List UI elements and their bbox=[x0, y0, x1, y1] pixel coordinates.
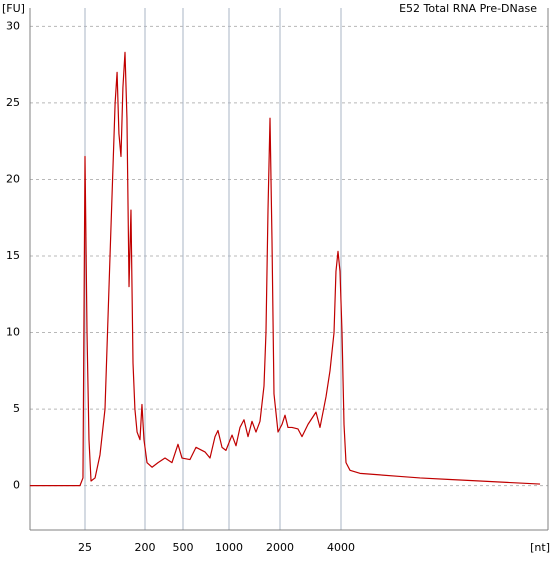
x-tick-label: 25 bbox=[78, 541, 92, 554]
x-tick-label: 500 bbox=[173, 541, 194, 554]
x-axis-label: [nt] bbox=[530, 541, 550, 554]
y-tick-label: 15 bbox=[6, 249, 20, 262]
chart-title: E52 Total RNA Pre-DNase bbox=[399, 2, 537, 15]
trace bbox=[29, 51, 541, 487]
y-tick-label: 25 bbox=[6, 96, 20, 109]
y-tick-label: 5 bbox=[13, 402, 20, 415]
y-tick-label: 10 bbox=[6, 326, 20, 339]
y-tick-label: 20 bbox=[6, 172, 20, 185]
y-axis-label: [FU] bbox=[2, 2, 25, 15]
x-tick-label: 4000 bbox=[327, 541, 355, 554]
x-tick-label: 200 bbox=[135, 541, 156, 554]
y-tick-label: 30 bbox=[6, 19, 20, 32]
x-tick-label: 2000 bbox=[266, 541, 294, 554]
y-tick-label: 0 bbox=[13, 479, 20, 492]
x-tick-label: 1000 bbox=[215, 541, 243, 554]
